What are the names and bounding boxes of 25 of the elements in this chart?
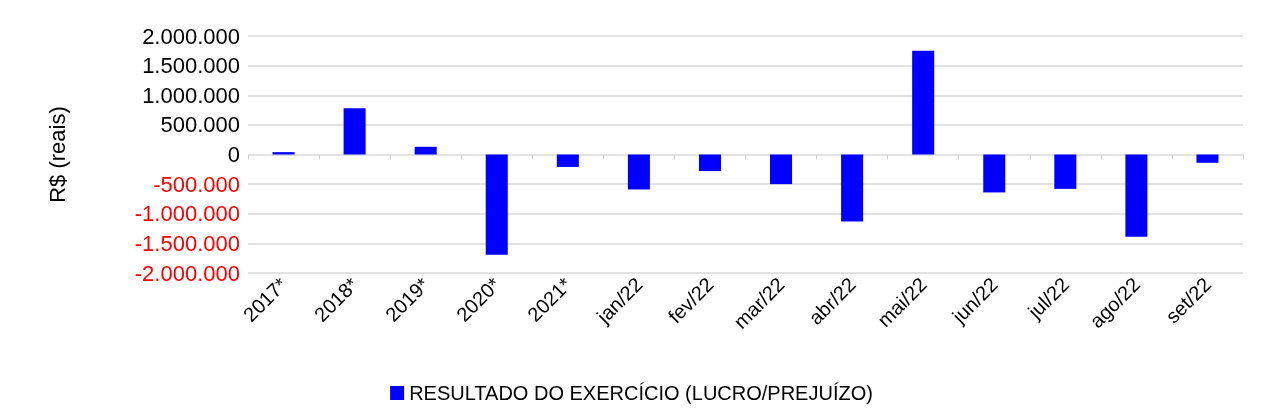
bar [770,154,793,185]
bar [343,108,366,155]
bar [485,154,508,255]
bar [556,154,579,167]
y-tick-label: 0 [227,142,240,167]
legend-label: RESULTADO DO EXERCÍCIO (LUCRO/PREJUÍZO) [409,382,873,404]
y-tick-label: 2.000.000 [142,23,240,49]
y-tick-label: 1.500.000 [142,53,240,79]
y-tick-label: -2.000.000 [134,260,240,286]
bar [1196,154,1219,163]
bar [414,146,437,155]
bar [698,154,721,172]
bar [1054,154,1077,189]
y-tick-label: -1.000.000 [134,201,240,227]
bar [272,152,295,155]
bar [841,154,864,222]
bar [983,154,1006,193]
bar [912,50,935,155]
y-tick-label: 1.000.000 [142,82,240,108]
y-axis-title: R$ (reais) [44,106,70,203]
bar [1125,154,1148,237]
y-tick-label: -500.000 [153,171,240,197]
bar [627,154,650,190]
y-tick-label: -1.500.000 [134,230,240,256]
y-tick-label: 500.000 [160,112,240,138]
